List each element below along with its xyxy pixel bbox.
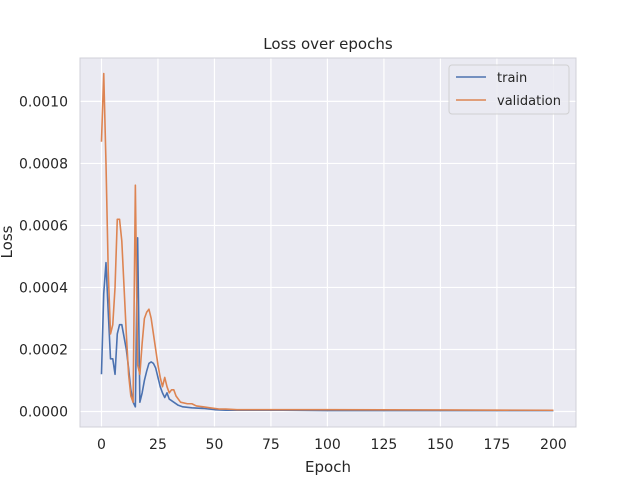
x-tick-label: 75 — [262, 437, 280, 453]
x-tick-labels: 0 25 50 75 100 125 150 175 200 — [97, 437, 567, 453]
x-tick-label: 100 — [314, 437, 341, 453]
x-tick-label: 150 — [427, 437, 454, 453]
plot-frame — [79, 57, 577, 428]
x-tick-label: 25 — [149, 437, 167, 453]
y-tick-label: 0.0004 — [19, 280, 68, 296]
series-line-train — [100, 237, 554, 412]
legend: train validation — [448, 64, 570, 115]
y-tick-labels: 0.0000 0.0002 0.0004 0.0006 0.0008 0.0010 — [19, 94, 68, 420]
y-tick-label: 0.0006 — [19, 218, 68, 234]
series-lines — [100, 72, 554, 412]
y-tick-label: 0.0000 — [19, 404, 68, 420]
legend-validation-label: validation — [497, 94, 561, 109]
chart-title: Loss over epochs — [263, 35, 393, 53]
legend-train-label: train — [497, 71, 527, 86]
x-axis-label: Epoch — [305, 458, 351, 476]
x-tick-label: 125 — [371, 437, 398, 453]
x-tick-label: 200 — [540, 437, 567, 453]
x-tick-label: 50 — [206, 437, 224, 453]
y-tick-label: 0.0002 — [19, 342, 68, 358]
x-tick-label: 0 — [97, 437, 106, 453]
x-tick-label: 175 — [484, 437, 511, 453]
y-tick-label: 0.0010 — [19, 94, 68, 110]
grid-lines — [80, 58, 576, 427]
y-tick-label: 0.0008 — [19, 156, 68, 172]
series-line-validation — [100, 72, 554, 412]
y-axis-label: Loss — [0, 225, 16, 258]
